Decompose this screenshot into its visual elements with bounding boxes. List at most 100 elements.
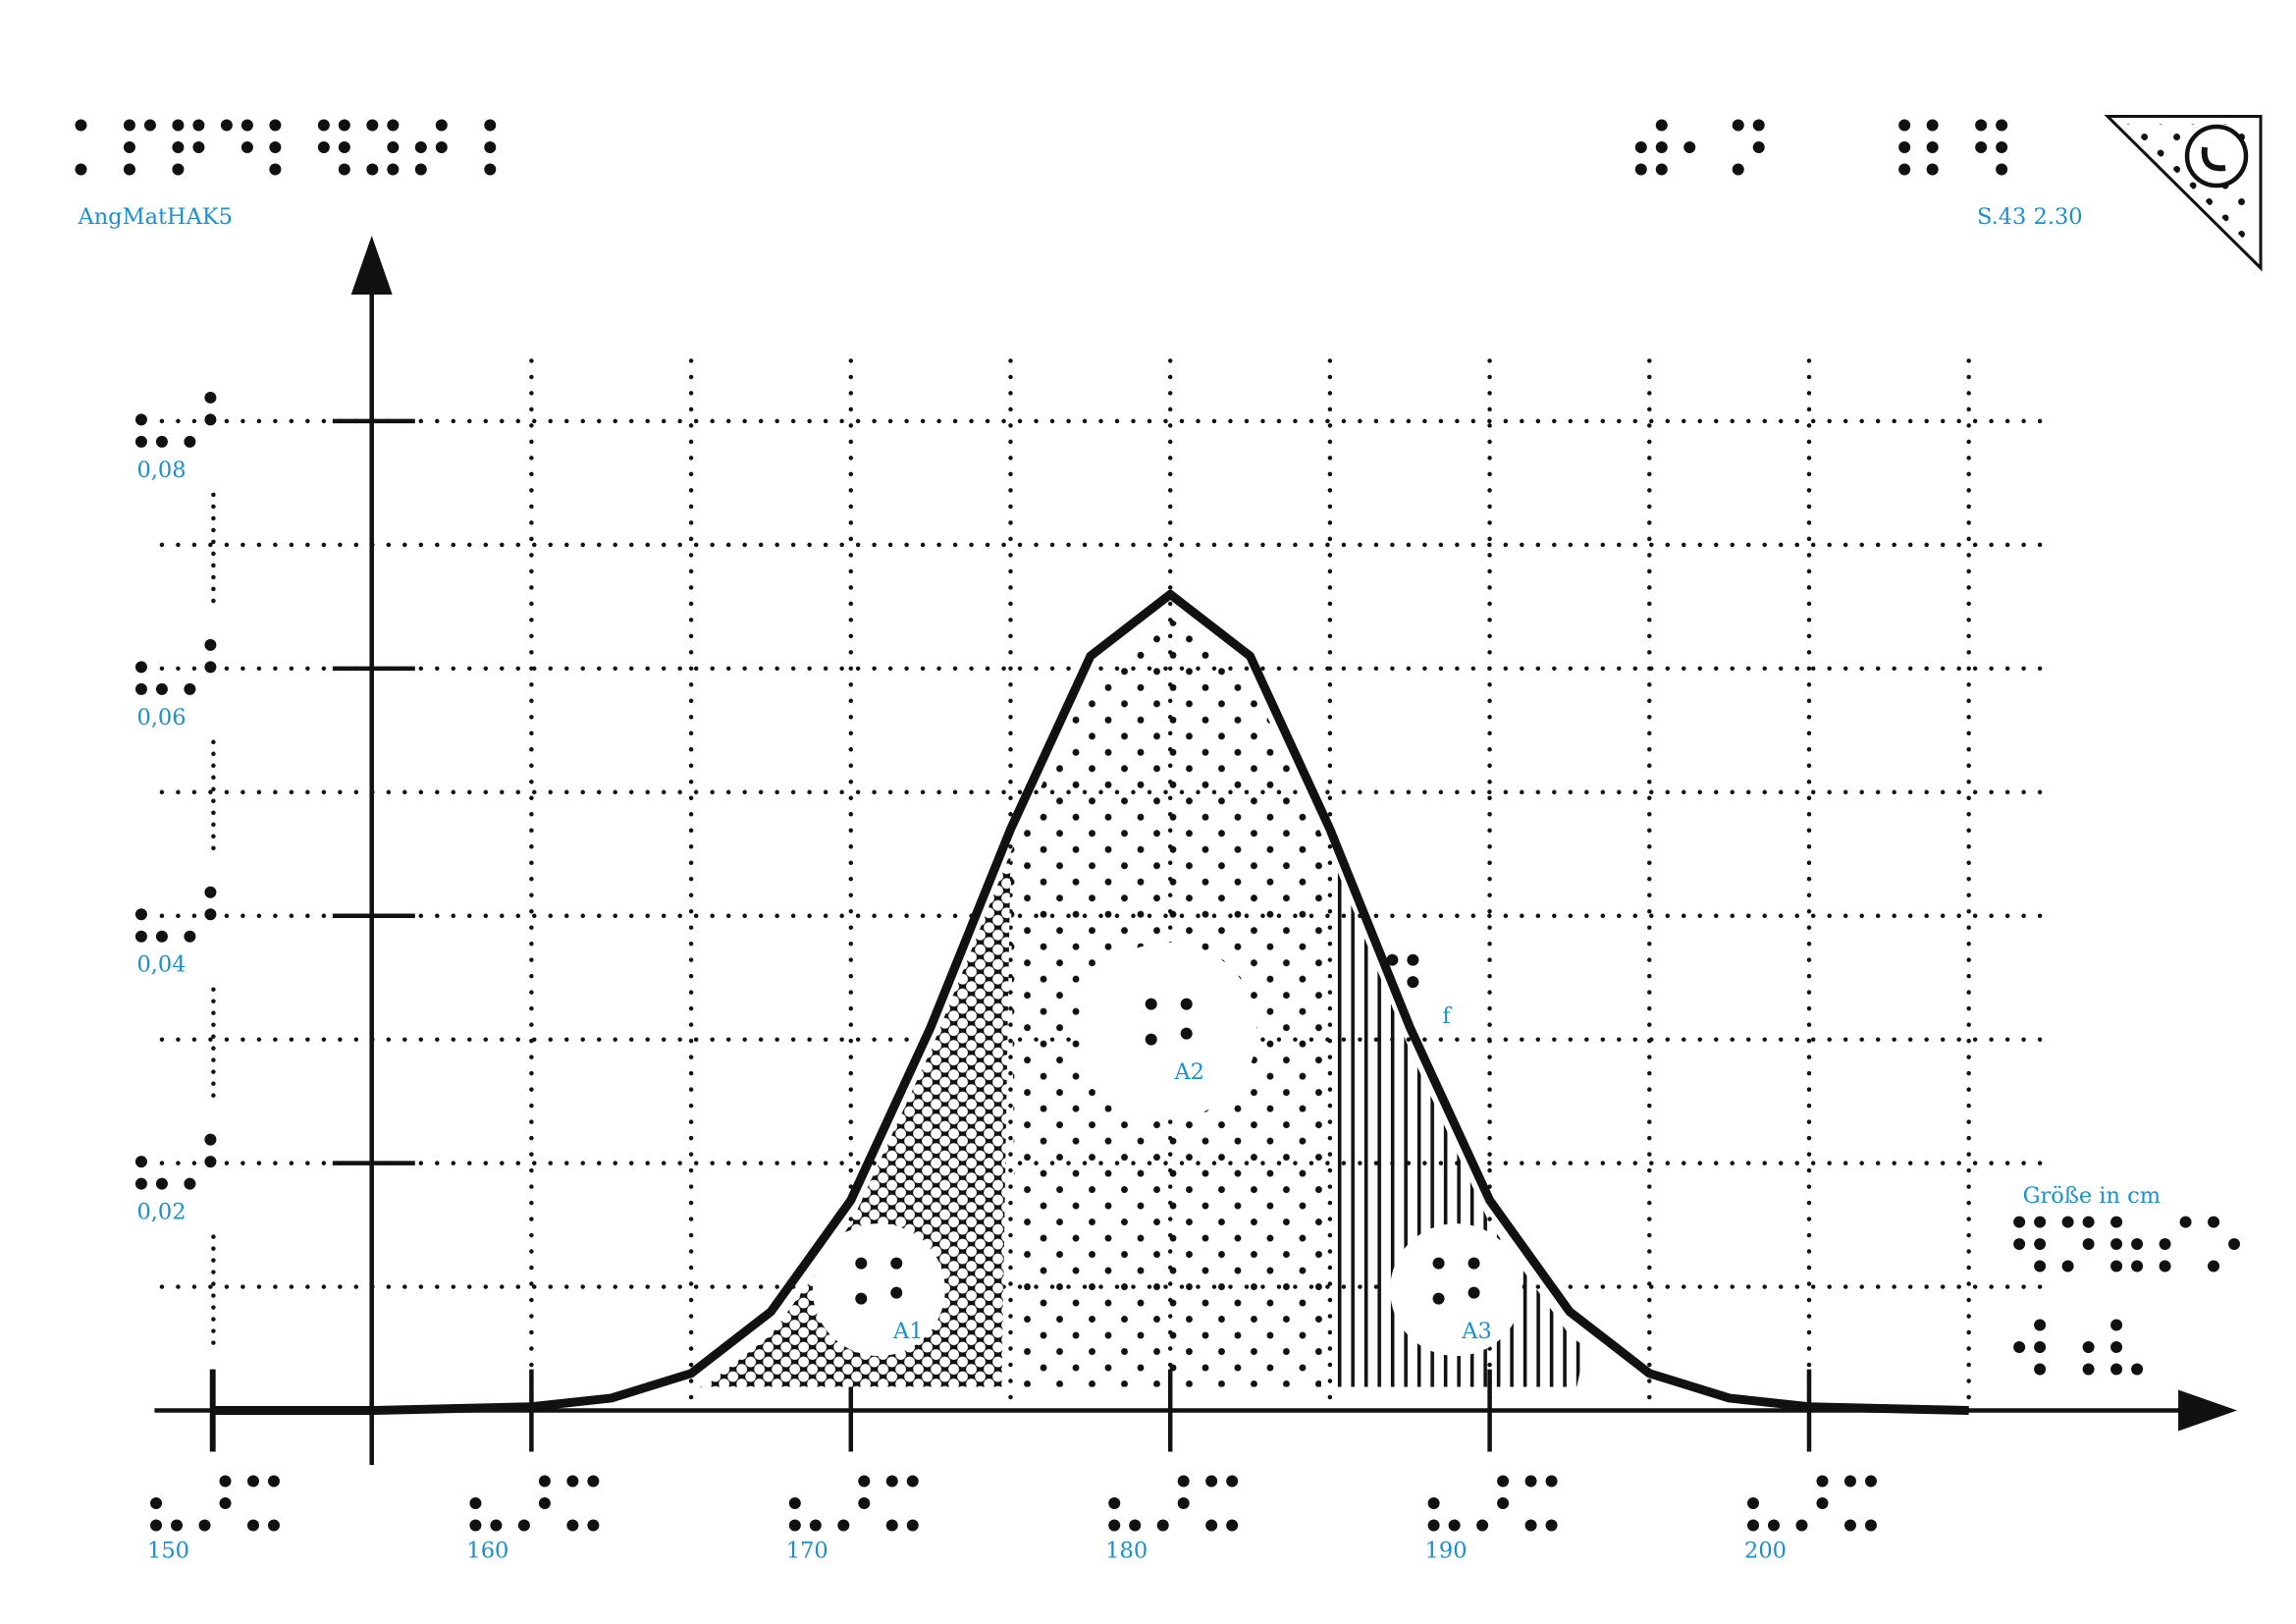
braille-dot [484, 163, 497, 176]
braille-dot [155, 930, 168, 943]
header-right: S.43 2.30 [1977, 204, 2083, 230]
braille-dot [1926, 163, 1939, 176]
braille-dot [517, 1519, 530, 1532]
braille-dot [1634, 163, 1647, 176]
braille-dot [1145, 998, 1157, 1010]
braille-dot [1205, 1519, 1218, 1532]
braille-dot [172, 119, 185, 132]
braille-dot [220, 119, 233, 132]
braille-dot [1432, 1257, 1445, 1270]
braille-dot [855, 1257, 868, 1270]
braille-dot [2131, 1238, 2144, 1251]
braille-dot [1427, 1519, 1440, 1532]
braille-dot [1177, 1475, 1190, 1488]
braille-dot [2034, 1216, 2047, 1228]
braille-dot [2082, 1341, 2095, 1354]
braille-dot [269, 119, 282, 132]
braille-dot [538, 1497, 551, 1510]
braille-dot [788, 1497, 801, 1510]
braille-dot [1996, 163, 2008, 176]
braille-dot [338, 119, 350, 132]
braille-dot [1129, 1519, 1142, 1532]
braille-dot [2110, 1216, 2123, 1228]
braille-dot [155, 435, 168, 448]
x-tick-label: 200 [1744, 1538, 1787, 1563]
braille-dot [184, 930, 196, 943]
braille-dot [134, 1156, 147, 1168]
braille-dot [435, 141, 448, 154]
braille-dot [192, 119, 205, 132]
braille-dot [1476, 1519, 1489, 1532]
braille-dot [134, 1177, 147, 1190]
braille-dot [1497, 1497, 1510, 1510]
braille-dot [1843, 1475, 1856, 1488]
braille-dot [150, 1519, 163, 1532]
braille-dot [2159, 1260, 2171, 1272]
braille-dot [1747, 1519, 1760, 1532]
braille-dot [1752, 119, 1765, 132]
braille-dot [1747, 1497, 1760, 1510]
braille-dot [1386, 953, 1399, 966]
braille-dot [855, 1292, 868, 1305]
braille-dot [317, 141, 330, 154]
braille-dot [2159, 1238, 2171, 1251]
x-tick-label: 190 [1425, 1538, 1468, 1563]
braille-dot [2082, 1363, 2095, 1376]
braille-dot [1768, 1519, 1781, 1532]
braille-dot [123, 141, 135, 154]
braille-dot [885, 1519, 898, 1532]
braille-dot [172, 163, 185, 176]
y-tick-label: 0,08 [136, 458, 186, 483]
braille-dot [387, 119, 400, 132]
braille-dot [155, 1177, 168, 1190]
braille-dot [858, 1497, 871, 1510]
braille-dot [75, 119, 87, 132]
braille-dot [184, 435, 196, 448]
braille-dot [2208, 1260, 2220, 1272]
braille-dot [566, 1475, 579, 1488]
braille-dot [1432, 1292, 1445, 1305]
braille-dot [414, 141, 427, 154]
braille-dot [890, 1257, 903, 1270]
area [1329, 852, 1586, 1387]
braille-dot [1545, 1475, 1558, 1488]
braille-dot [269, 141, 282, 154]
braille-dot [204, 886, 217, 898]
braille-dot [192, 141, 205, 154]
braille-dot [1177, 1497, 1190, 1510]
braille-dot [184, 1177, 196, 1190]
y-tick-label: 0,04 [136, 952, 186, 978]
braille-dot [788, 1519, 801, 1532]
x-axis-arrow [2178, 1389, 2238, 1432]
braille-dot [134, 908, 147, 921]
braille-dot [906, 1519, 919, 1532]
braille-dot [150, 1497, 163, 1510]
braille-dot [469, 1497, 482, 1510]
braille-dot [587, 1519, 600, 1532]
braille-dot [1926, 141, 1939, 154]
braille-dot [204, 1133, 217, 1146]
braille-dot [2034, 1341, 2047, 1354]
braille-dot [172, 141, 185, 154]
x-tick-label: 150 [147, 1538, 189, 1563]
braille-dot [134, 435, 147, 448]
braille-dot [2179, 1216, 2192, 1228]
braille-dot [2131, 1260, 2144, 1272]
braille-dot [338, 141, 350, 154]
braille-dot [566, 1519, 579, 1532]
braille-dot [469, 1519, 482, 1532]
braille-dot [2082, 1216, 2095, 1228]
braille-dot [2208, 1216, 2220, 1228]
braille-dot [1108, 1497, 1121, 1510]
braille-dot [1655, 163, 1668, 176]
braille-dot [484, 141, 497, 154]
braille-dot [1816, 1475, 1829, 1488]
braille-dot [269, 163, 282, 176]
braille-dot [246, 1475, 259, 1488]
x-tick-label: 170 [786, 1538, 828, 1563]
braille-decoration [75, 119, 2241, 1532]
braille-dot [1898, 119, 1911, 132]
area-label-disc [1390, 1223, 1523, 1357]
curve-label: f [1442, 1003, 1452, 1029]
